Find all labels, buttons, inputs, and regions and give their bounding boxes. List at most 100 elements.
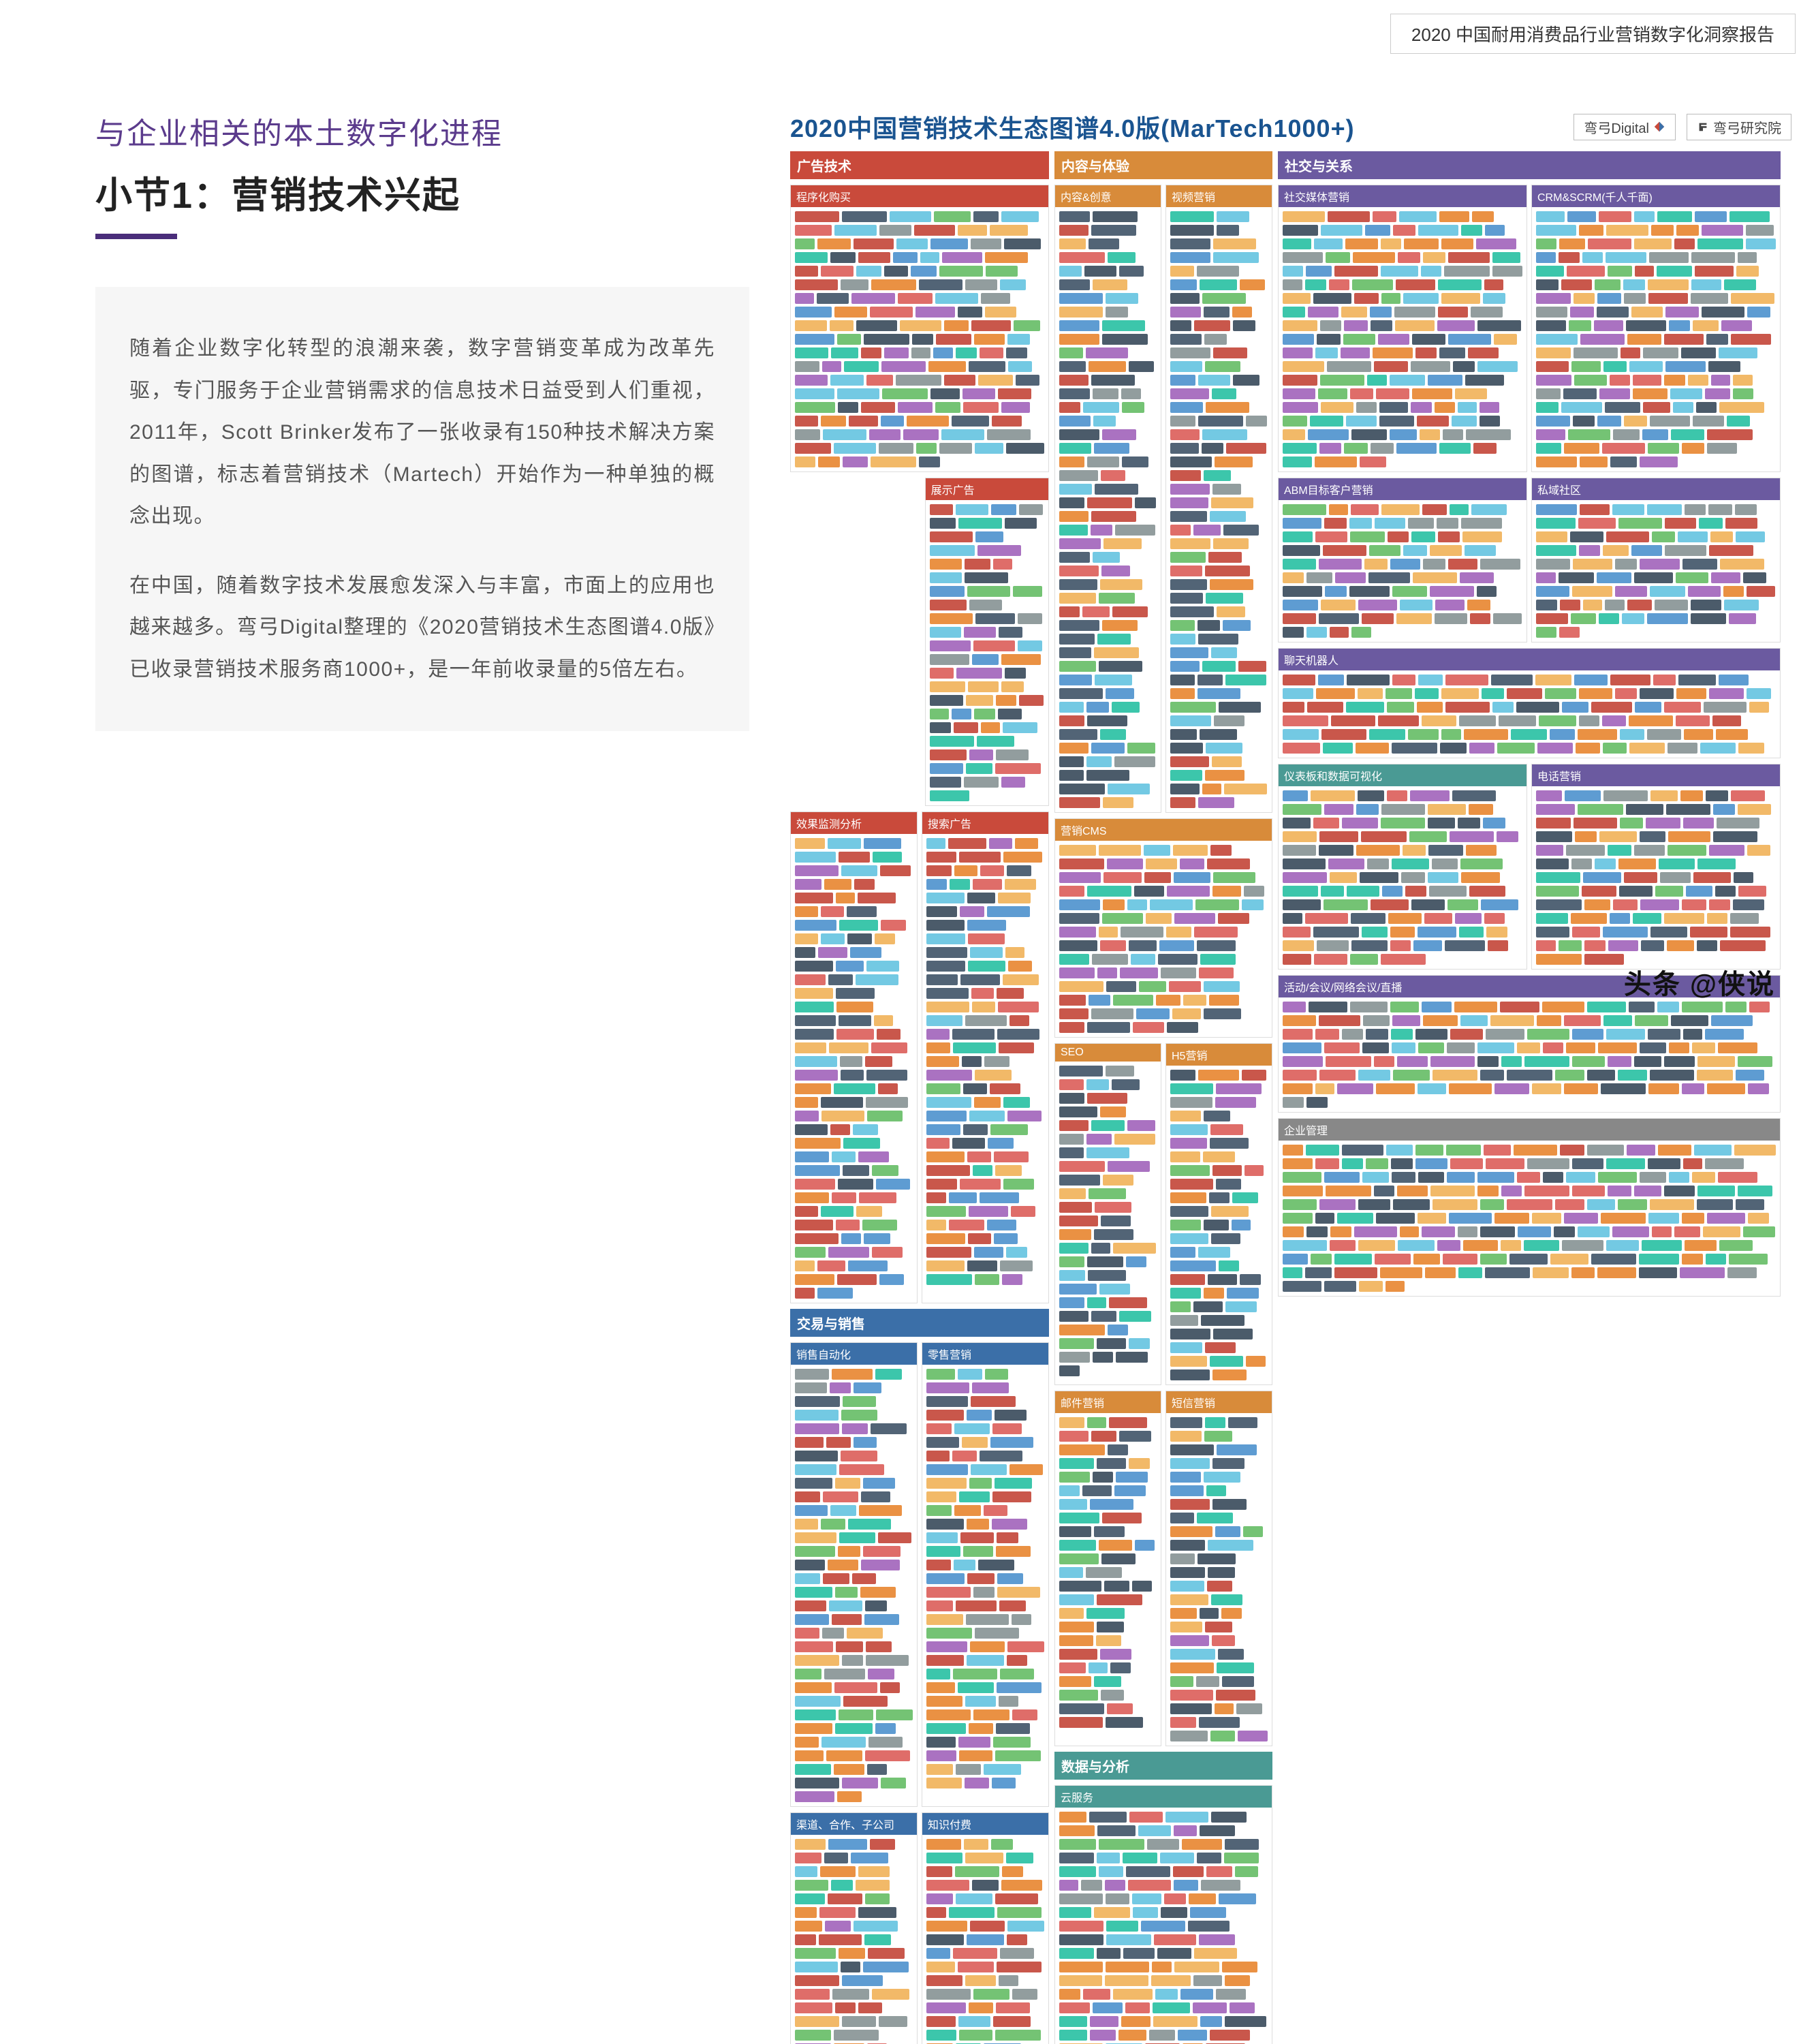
logo-chip <box>1059 470 1098 481</box>
logo-chip <box>1480 559 1520 570</box>
logo-chip <box>1283 1240 1327 1251</box>
logo-chip <box>1306 572 1332 583</box>
logo-chip <box>958 307 982 318</box>
logo-chip <box>1059 1325 1105 1335</box>
logo-chip <box>795 1097 818 1108</box>
logo-chip <box>1351 429 1387 440</box>
logo-chip <box>1283 600 1318 610</box>
logo-chip <box>985 307 1016 318</box>
logo-chip <box>930 640 971 651</box>
logo-chip <box>1746 225 1774 236</box>
logo-chip <box>1692 1172 1715 1183</box>
logo-chip <box>1682 1254 1703 1265</box>
logo-chip <box>1711 1015 1753 1026</box>
logo-chip <box>1367 858 1389 869</box>
category-block: 销售自动化 <box>790 1342 918 1807</box>
logo-chip <box>795 1247 826 1258</box>
logo-chip <box>1375 518 1405 529</box>
logo-chip <box>1059 1853 1094 1863</box>
logo-chip <box>1536 293 1571 304</box>
logo-chip <box>837 1791 862 1802</box>
logo-chip <box>1729 1254 1768 1265</box>
logo-chip <box>1692 1042 1715 1053</box>
logo-chip <box>1599 831 1637 842</box>
logo-chip <box>1193 2002 1227 2013</box>
logo-chip <box>993 559 1012 570</box>
logo-chip <box>1564 1015 1601 1026</box>
logo-chip <box>1170 1540 1205 1551</box>
logo-chip <box>795 2043 831 2044</box>
logo-chip <box>1639 1267 1677 1278</box>
logo-chip <box>1536 858 1569 869</box>
logo-chip <box>1640 899 1679 910</box>
logo-chip <box>1084 266 1116 277</box>
logo-chip <box>998 1002 1039 1012</box>
logo-chip <box>1471 504 1507 515</box>
logo-chip <box>1205 566 1250 576</box>
logo-chip <box>1170 1111 1201 1121</box>
super-category-header: 社交与关系 <box>1278 151 1781 179</box>
logo-chip <box>1564 1083 1598 1094</box>
logo-chip <box>869 429 901 440</box>
category-block: CRM&SCRM(千人千面) <box>1531 185 1781 472</box>
logo-chip <box>990 1124 1028 1135</box>
category-block: 社交媒体营销 <box>1278 185 1527 472</box>
logo-chip <box>1325 586 1347 597</box>
logo-chip <box>997 1907 1042 1918</box>
logo-chip <box>1580 334 1625 345</box>
logo-chip <box>1682 899 1706 910</box>
logo-chip <box>872 1989 909 2000</box>
logo-chip <box>1603 743 1627 754</box>
category-header: 电话营销 <box>1532 764 1780 786</box>
brand-icon-2 <box>1697 121 1709 133</box>
logo-chip <box>926 1948 950 1959</box>
logo-chip <box>1706 1254 1726 1265</box>
logo-chip <box>875 933 895 944</box>
logo-chip <box>795 1853 821 1863</box>
logo-chip <box>1579 225 1603 236</box>
logo-chip <box>1415 1029 1447 1040</box>
logo-chip <box>1351 913 1386 924</box>
logo-chip <box>795 1696 841 1707</box>
logo-chip <box>926 1138 950 1149</box>
logo-chip <box>1358 1070 1390 1081</box>
logo-chip <box>1116 1352 1148 1363</box>
logo-chip <box>1680 790 1703 801</box>
logo-chip <box>971 1464 1007 1475</box>
logo-chip <box>1559 238 1585 249</box>
logo-chip <box>926 2030 956 2041</box>
logo-chip <box>1469 804 1493 815</box>
logo-chip <box>1676 688 1706 699</box>
category-header: ABM目标客户营销 <box>1279 478 1527 500</box>
logo-chip <box>795 1532 836 1543</box>
logo-chip <box>1129 1812 1163 1823</box>
logo-chip <box>1216 1989 1246 2000</box>
logo-chip <box>1435 613 1467 624</box>
logo-chip <box>1059 1499 1087 1510</box>
logo-chip <box>1653 675 1676 685</box>
logo-chip <box>823 1573 849 1584</box>
logo-chip <box>1665 518 1696 529</box>
logo-chip <box>995 763 1041 774</box>
logo-chip <box>843 1396 876 1407</box>
logo-chip <box>1086 702 1109 713</box>
logo-chip <box>1375 1254 1411 1265</box>
logo-chip <box>1532 1213 1561 1224</box>
logo-chip <box>926 1165 970 1176</box>
logo-chip <box>828 1247 869 1258</box>
logo-chip <box>1624 416 1647 427</box>
logo-chip <box>966 1614 1009 1625</box>
logo-chip <box>1059 634 1095 645</box>
logo-chip <box>954 1505 981 1516</box>
logo-chip <box>1441 238 1473 249</box>
logo-chip <box>1099 927 1118 938</box>
logo-chip <box>1100 1649 1131 1660</box>
logo-chip <box>967 1934 1004 1945</box>
logo-chip <box>1602 443 1645 454</box>
logo-chip <box>1093 1352 1113 1363</box>
category-header: SEO <box>1055 1044 1161 1062</box>
logo-chip <box>1093 2002 1123 2013</box>
logo-chip <box>1059 1215 1098 1226</box>
logo-chip <box>1738 804 1771 815</box>
category-header: 搜索广告 <box>922 812 1048 834</box>
